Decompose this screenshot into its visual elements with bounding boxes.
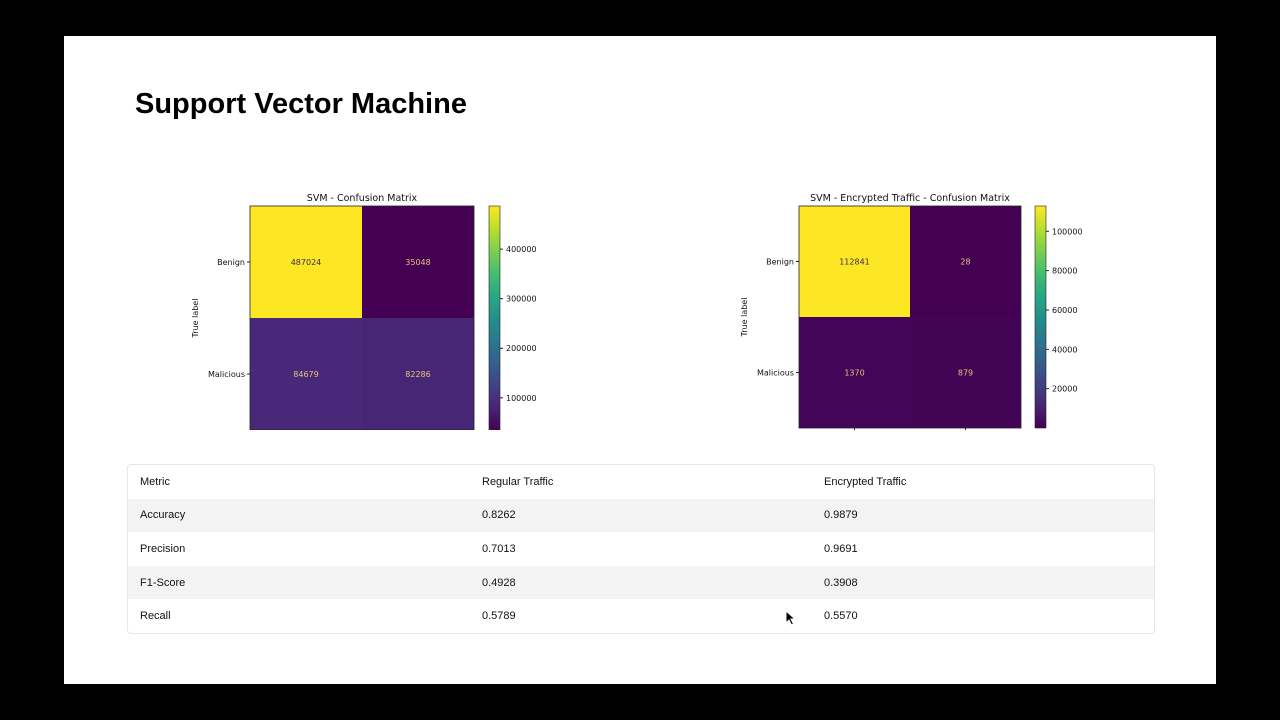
encrypted-value: 0.9879	[824, 509, 858, 522]
regular-value: 0.5789	[482, 610, 516, 623]
metrics-table: Metric Regular Traffic Encrypted Traffic…	[127, 464, 1155, 634]
colorbar-tick-label: 100000	[1052, 227, 1083, 236]
y-axis-label: True label	[740, 298, 749, 338]
metric-name: Recall	[140, 610, 171, 623]
header-metric: Metric	[140, 475, 170, 488]
colorbar-tick-label: 60000	[1052, 306, 1077, 315]
metric-name: Precision	[140, 542, 186, 555]
cell-value: 84679	[293, 370, 318, 379]
y-tick-label: Malicious	[757, 369, 794, 378]
table-row: F1-Score 0.4928 0.3908	[128, 565, 1154, 600]
matrix-cell	[250, 206, 362, 318]
encrypted-value: 0.3908	[824, 576, 858, 589]
slide: Support Vector Machine SVM - Confusion M…	[64, 36, 1216, 684]
encrypted-value: 0.5570	[824, 610, 858, 623]
matrix-cell	[910, 206, 1021, 317]
colorbar-tick-label: 20000	[1052, 385, 1077, 394]
colorbar-tick-label: 200000	[506, 344, 537, 353]
matrix-frame	[249, 205, 475, 430]
slide-title: Support Vector Machine	[135, 88, 467, 120]
regular-value: 0.8262	[482, 509, 516, 522]
colorbar	[1034, 205, 1047, 429]
y-tick-label: Malicious	[208, 370, 245, 379]
matrix-cell	[250, 318, 362, 430]
cell-value: 487024	[291, 258, 322, 267]
matrix-cell	[799, 317, 910, 428]
metric-name: F1-Score	[140, 576, 186, 589]
chart-title: SVM - Confusion Matrix	[307, 193, 418, 204]
header-regular: Regular Traffic	[482, 475, 554, 488]
table-row: Recall 0.5789 0.5570	[128, 599, 1154, 633]
chart-title: SVM - Encrypted Traffic - Confusion Matr…	[810, 193, 1010, 204]
confusion-matrix-encrypted: SVM - Encrypted Traffic - Confusion Matr…	[740, 193, 1083, 430]
y-tick-label: Benign	[217, 258, 245, 267]
matrix-cell	[799, 206, 910, 317]
cell-value: 879	[958, 369, 973, 378]
colorbar-tick-label: 300000	[506, 295, 537, 304]
table-header-row: Metric Regular Traffic Encrypted Traffic	[128, 465, 1154, 499]
cell-value: 35048	[405, 258, 430, 267]
y-tick-label: Benign	[766, 258, 794, 267]
metric-name: Accuracy	[140, 509, 186, 522]
encrypted-value: 0.9691	[824, 542, 858, 555]
regular-value: 0.4928	[482, 576, 516, 589]
regular-value: 0.7013	[482, 542, 516, 555]
colorbar-tick-label: 400000	[506, 245, 537, 254]
header-encrypted: Encrypted Traffic	[824, 475, 907, 488]
matrix-cell	[910, 317, 1021, 428]
mouse-cursor-icon	[785, 610, 797, 626]
cell-value: 1370	[844, 369, 864, 378]
matrix-frame	[798, 205, 1022, 429]
y-axis-label: True label	[191, 299, 200, 339]
cell-value: 112841	[839, 258, 870, 267]
cell-value: 82286	[405, 370, 430, 379]
matrix-cell	[362, 206, 474, 318]
colorbar-tick-label: 100000	[506, 394, 537, 403]
colorbar-tick-label: 80000	[1052, 267, 1077, 276]
table-row: Accuracy 0.8262 0.9879	[128, 498, 1154, 533]
colorbar-tick-label: 40000	[1052, 345, 1077, 354]
confusion-matrix-regular: SVM - Confusion Matrix 487024 35048 84679 82…	[191, 193, 537, 430]
cell-value: 28	[960, 258, 970, 267]
matrix-cell	[362, 318, 474, 430]
colorbar	[488, 205, 501, 430]
table-row: Precision 0.7013 0.9691	[128, 532, 1154, 566]
